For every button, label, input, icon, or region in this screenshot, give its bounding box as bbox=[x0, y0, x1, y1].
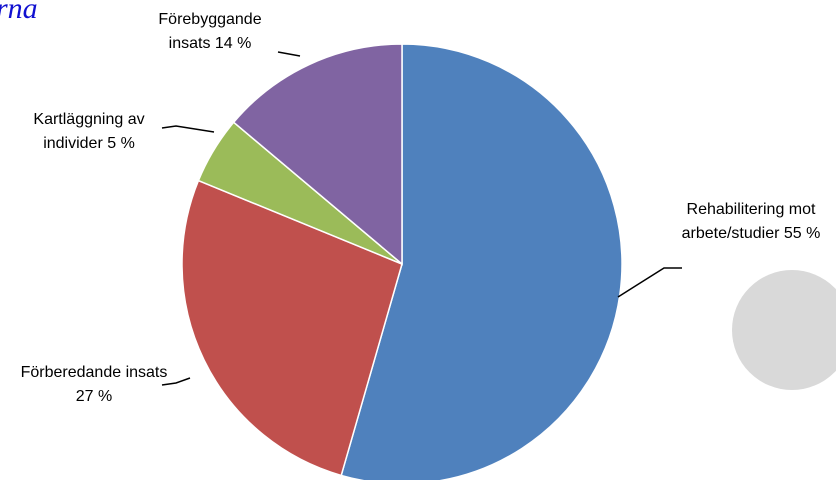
corner-text: rna bbox=[0, 0, 38, 25]
pie-slice bbox=[340, 43, 623, 480]
leader-line bbox=[161, 125, 215, 133]
leader-line bbox=[617, 267, 682, 298]
slice-label: Kartläggning av individer 5 % bbox=[4, 108, 174, 156]
value-label: 55 % bbox=[783, 225, 821, 242]
pie-slice bbox=[232, 43, 403, 266]
leader-line bbox=[277, 51, 301, 57]
slice-label: Förebyggande insats 14 % bbox=[140, 8, 280, 56]
slice-label: Förberedande insats 27 % bbox=[14, 361, 174, 409]
value-label: 5 % bbox=[107, 135, 135, 152]
decor-circle bbox=[732, 270, 836, 390]
category: Förberedande insats bbox=[20, 364, 168, 381]
pie bbox=[181, 43, 623, 480]
category: Förebyggande insats bbox=[158, 11, 262, 52]
category: Rehabilitering mot arbete/studier bbox=[681, 201, 816, 242]
pie-slice bbox=[181, 179, 403, 477]
value-label: 14 % bbox=[214, 35, 252, 52]
leader-line bbox=[161, 377, 191, 386]
value-label: 27 % bbox=[75, 388, 113, 405]
slice-label: Rehabilitering mot arbete/studier 55 % bbox=[676, 198, 826, 246]
category: Kartläggning av individer bbox=[33, 111, 145, 152]
